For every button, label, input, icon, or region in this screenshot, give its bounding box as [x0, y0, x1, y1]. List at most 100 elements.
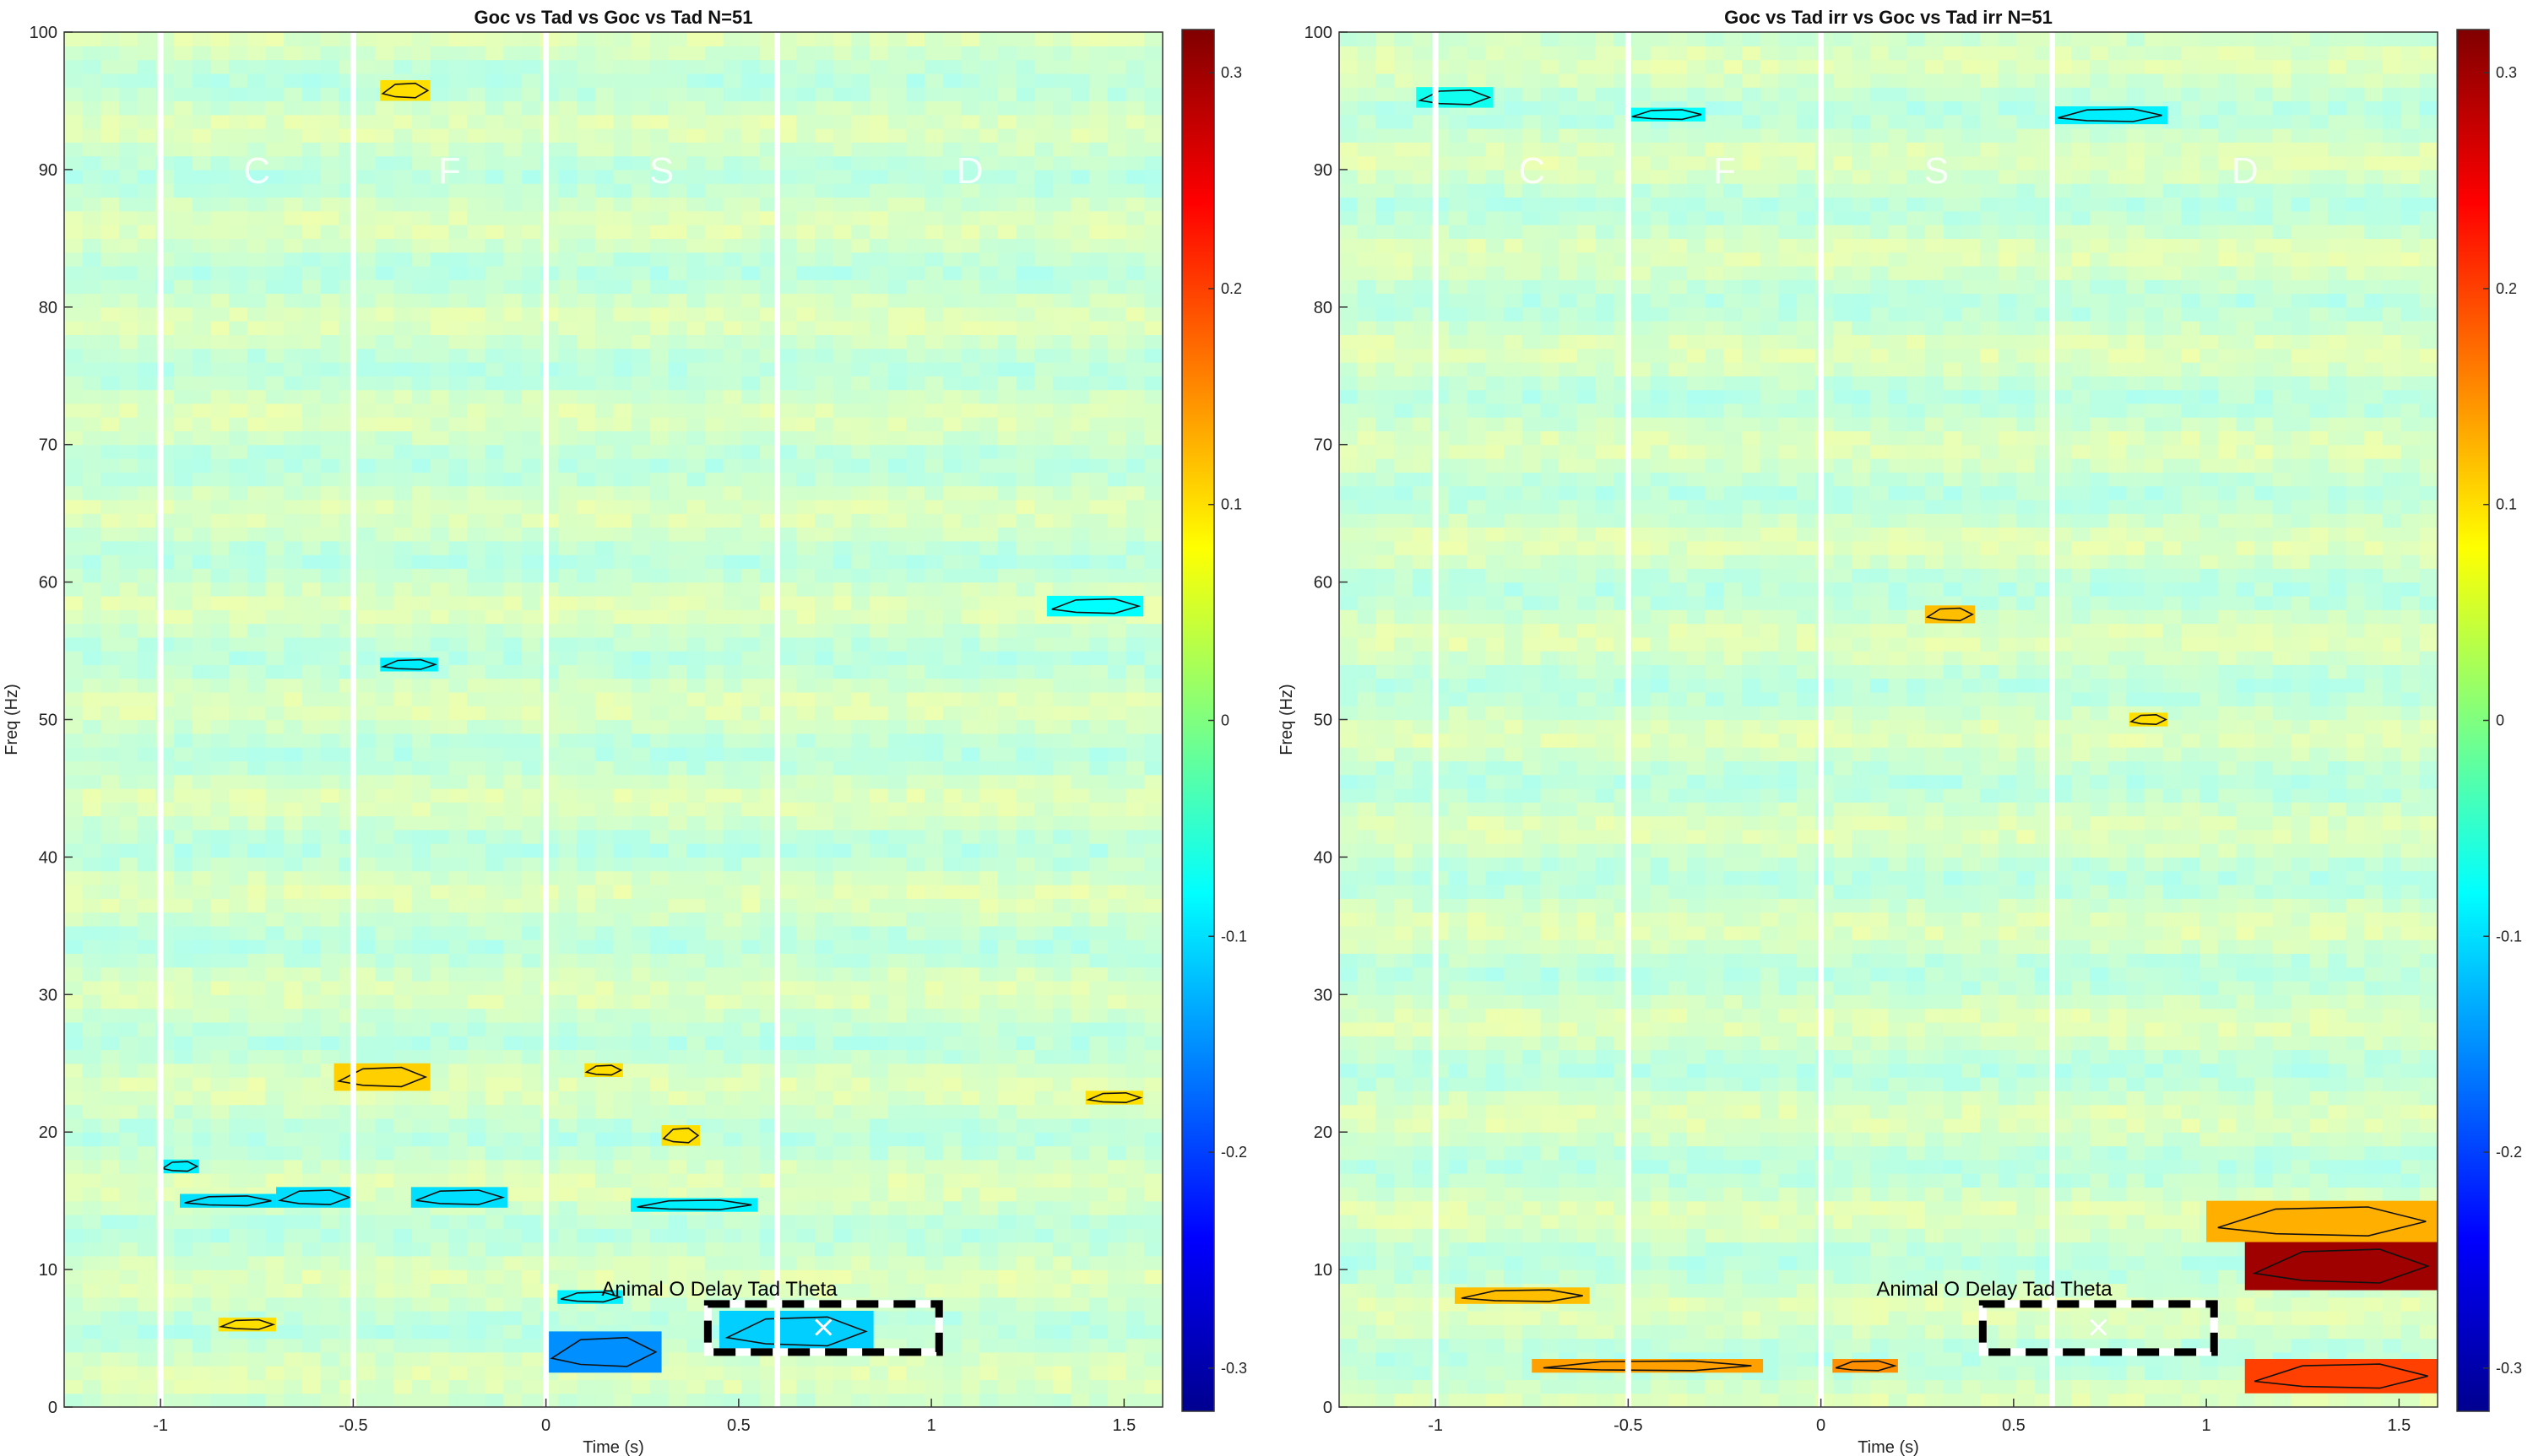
heatmap-cell [668, 87, 687, 102]
heatmap-cell [686, 444, 706, 459]
heatmap-cell [467, 1269, 486, 1284]
heatmap-cell [393, 885, 413, 899]
heatmap-cell [137, 609, 156, 625]
heatmap-cell [942, 733, 963, 748]
heatmap-cell [961, 1104, 980, 1119]
heatmap-cell [412, 1214, 431, 1229]
heatmap-cell [741, 389, 761, 404]
heatmap-cell [704, 169, 724, 184]
heatmap-cell [796, 32, 816, 46]
heatmap-cell [961, 636, 980, 652]
heatmap-cell [229, 225, 248, 239]
heatmap-cell [778, 706, 797, 721]
heatmap-cell [632, 362, 651, 376]
heatmap-cell [119, 1351, 138, 1367]
heatmap-cell [870, 485, 889, 501]
heatmap-cell [229, 1338, 248, 1353]
heatmap-cell [522, 458, 541, 473]
heatmap-cell [137, 114, 156, 129]
heatmap-cell [558, 114, 578, 129]
heatmap-cell [961, 527, 980, 542]
heatmap-cell [119, 1173, 138, 1188]
heatmap-cell [430, 1214, 449, 1229]
heatmap-cell [906, 870, 925, 885]
heatmap-cell [906, 636, 925, 652]
heatmap-cell [649, 981, 670, 995]
heatmap-cell [192, 73, 212, 88]
heatmap-cell [265, 73, 285, 88]
heatmap-cell [247, 513, 267, 528]
heatmap-cell [741, 939, 761, 954]
heatmap-cell [815, 939, 834, 954]
heatmap-cell [503, 651, 523, 665]
heatmap-cell [632, 595, 651, 610]
heatmap-cell [577, 747, 596, 761]
heatmap-cell [668, 1173, 687, 1188]
heatmap-cell [100, 568, 120, 583]
heatmap-cell [558, 885, 578, 899]
heatmap-cell [229, 664, 248, 679]
heatmap-cell [686, 568, 706, 583]
heatmap-cell [485, 1228, 504, 1243]
heatmap-cell [704, 829, 724, 844]
heatmap-cell [906, 774, 925, 789]
heatmap-cell [887, 348, 908, 363]
heatmap-cell [925, 1269, 944, 1284]
heatmap-cell [174, 1049, 193, 1064]
heatmap-cell [760, 664, 779, 679]
heatmap-cell [925, 994, 944, 1009]
heatmap-cell [686, 1393, 706, 1407]
heatmap-cell [613, 1104, 632, 1119]
heatmap-cell [301, 966, 322, 982]
heatmap-cell [833, 252, 852, 267]
heatmap-cell [448, 1379, 468, 1394]
heatmap-cell [870, 719, 889, 734]
heatmap-cell [668, 265, 687, 280]
heatmap-cell [247, 321, 267, 335]
heatmap-cell [119, 733, 138, 748]
heatmap-cell [942, 169, 963, 184]
heatmap-cell [942, 1173, 963, 1188]
heatmap-cell [467, 197, 486, 212]
heatmap-cell [961, 87, 980, 102]
heatmap-cell [503, 183, 523, 198]
heatmap-cell [522, 609, 541, 625]
heatmap-cell [942, 1296, 963, 1312]
heatmap-cell [82, 953, 101, 968]
heatmap-cell [649, 582, 670, 597]
heatmap-cell [632, 678, 651, 693]
heatmap-cell [485, 252, 504, 267]
heatmap-cell [485, 1021, 504, 1037]
heatmap-cell [668, 1283, 687, 1298]
heatmap-cell [704, 623, 724, 638]
heatmap-cell [210, 912, 230, 927]
heatmap-cell [174, 1104, 193, 1119]
heatmap-cell [870, 32, 889, 46]
heatmap-cell [485, 485, 504, 501]
heatmap-cell [174, 32, 193, 46]
heatmap-cell [704, 1036, 724, 1051]
heatmap-cell [594, 843, 615, 858]
heatmap-cell [741, 1393, 761, 1407]
heatmap-cell [668, 774, 687, 789]
heatmap-cell [174, 609, 193, 625]
heatmap-cell [301, 32, 322, 46]
heatmap-cell [870, 252, 889, 267]
heatmap-cell [284, 32, 303, 46]
heatmap-cell [356, 912, 377, 927]
heatmap-cell [870, 417, 889, 431]
heatmap-cell [301, 458, 322, 473]
heatmap-cell [320, 403, 339, 418]
heatmap-cell [82, 994, 101, 1009]
heatmap-cell [760, 1200, 779, 1215]
heatmap-cell [870, 389, 889, 404]
heatmap-cell [210, 238, 230, 253]
heatmap-cell [82, 609, 101, 625]
heatmap-cell [192, 691, 212, 706]
heatmap-cell [64, 1159, 84, 1174]
heatmap-cell [119, 128, 138, 143]
heatmap-cell [375, 802, 394, 817]
heatmap-cell [887, 747, 908, 761]
heatmap-cell [174, 885, 193, 899]
heatmap-cell [448, 293, 468, 308]
